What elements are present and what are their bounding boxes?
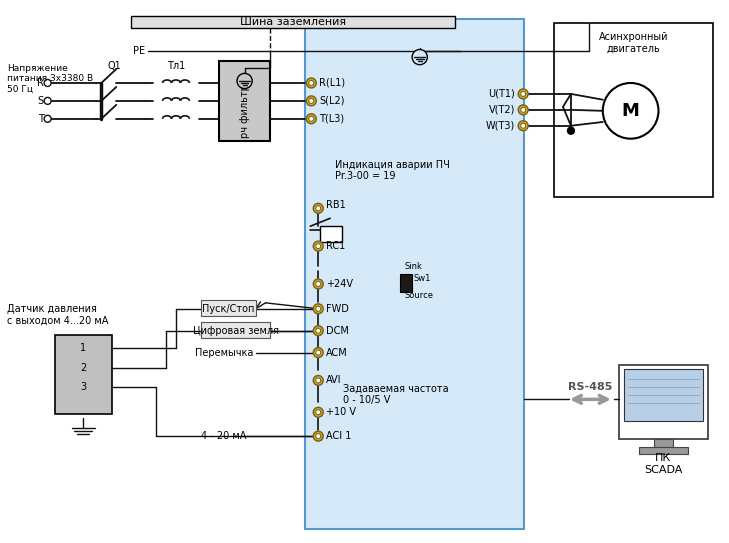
Circle shape	[316, 206, 321, 211]
Circle shape	[237, 73, 252, 89]
Bar	[55, 334, 112, 414]
Circle shape	[316, 410, 321, 415]
Text: 4 - 20 мА: 4 - 20 мА	[201, 431, 246, 441]
Text: Source: Source	[405, 292, 434, 300]
Text: 1: 1	[80, 343, 87, 352]
Circle shape	[44, 97, 51, 104]
Text: R: R	[36, 78, 44, 88]
Circle shape	[518, 105, 528, 115]
Circle shape	[313, 348, 323, 357]
Text: DCM: DCM	[326, 326, 349, 336]
Bar	[219, 61, 270, 141]
Bar	[554, 23, 713, 198]
Text: Перемычка: Перемычка	[195, 348, 254, 358]
Circle shape	[412, 49, 427, 65]
Circle shape	[313, 326, 323, 336]
Circle shape	[313, 279, 323, 289]
Circle shape	[518, 89, 528, 99]
Text: рч фильтр: рч фильтр	[240, 84, 249, 138]
Circle shape	[521, 108, 526, 112]
Text: S: S	[37, 96, 44, 106]
Text: RC1: RC1	[326, 241, 346, 251]
Circle shape	[309, 98, 313, 103]
Bar	[320, 226, 342, 242]
Circle shape	[567, 127, 574, 134]
Text: Асинхронный
двигатель: Асинхронный двигатель	[599, 33, 668, 54]
Circle shape	[316, 244, 321, 249]
Text: Пуск/Стоп: Пуск/Стоп	[201, 304, 254, 314]
Text: Задаваемая частота
0 - 10/5 V: Задаваемая частота 0 - 10/5 V	[343, 383, 449, 405]
Text: T: T	[38, 114, 44, 124]
Text: FWD: FWD	[326, 304, 349, 314]
Text: ACM: ACM	[326, 348, 348, 358]
Circle shape	[313, 241, 323, 251]
Text: T(L3): T(L3)	[319, 114, 344, 124]
Circle shape	[316, 350, 321, 355]
Text: AVI: AVI	[326, 375, 342, 386]
Circle shape	[603, 83, 658, 138]
Text: Напряжение
питания 3х3380 В
50 Гц: Напряжение питания 3х3380 В 50 Гц	[7, 64, 93, 94]
Bar	[619, 364, 709, 439]
Text: Sw1: Sw1	[414, 274, 431, 283]
Text: S(L2): S(L2)	[319, 96, 345, 106]
Bar	[201, 322, 270, 338]
Circle shape	[306, 78, 316, 88]
Circle shape	[313, 203, 323, 213]
Text: M: M	[622, 102, 639, 120]
Circle shape	[316, 434, 321, 439]
Circle shape	[306, 114, 316, 124]
Text: Tл1: Tл1	[167, 61, 185, 71]
Text: V(T2): V(T2)	[489, 105, 515, 115]
Circle shape	[521, 123, 526, 128]
Circle shape	[309, 116, 313, 121]
Text: U(T1): U(T1)	[488, 89, 515, 99]
Text: ПК
SCADA: ПК SCADA	[644, 453, 682, 475]
Text: Sink: Sink	[405, 262, 423, 270]
Text: W(T3): W(T3)	[486, 121, 515, 131]
Text: Датчик давления
с выходом 4...20 мА: Датчик давления с выходом 4...20 мА	[7, 304, 108, 326]
Text: Q1: Q1	[107, 61, 121, 71]
Circle shape	[313, 375, 323, 386]
Text: Цифровая земля: Цифровая земля	[192, 326, 278, 336]
Circle shape	[316, 281, 321, 286]
Text: 2: 2	[80, 363, 87, 372]
Text: Шина заземления: Шина заземления	[240, 17, 346, 27]
Bar	[624, 369, 703, 421]
Text: ACI 1: ACI 1	[326, 431, 351, 441]
Circle shape	[316, 378, 321, 383]
Text: 3: 3	[80, 382, 87, 393]
Circle shape	[316, 328, 321, 333]
Circle shape	[518, 121, 528, 131]
Bar	[399, 274, 412, 292]
Bar	[201, 300, 256, 316]
Circle shape	[316, 306, 321, 311]
Bar	[305, 20, 524, 529]
Circle shape	[313, 304, 323, 314]
Text: +24V: +24V	[326, 279, 353, 289]
Text: RS-485: RS-485	[568, 382, 612, 393]
Circle shape	[44, 79, 51, 86]
Circle shape	[313, 407, 323, 417]
Circle shape	[521, 91, 526, 97]
Bar	[131, 16, 455, 28]
Text: R(L1): R(L1)	[319, 78, 346, 88]
Text: RB1: RB1	[326, 200, 346, 210]
Circle shape	[309, 80, 313, 85]
Circle shape	[306, 96, 316, 106]
Text: PE: PE	[133, 46, 145, 56]
Bar	[653, 439, 674, 447]
Text: Индикация аварии ПЧ
Pr.3-00 = 19: Индикация аварии ПЧ Pr.3-00 = 19	[335, 160, 450, 181]
Text: +10 V: +10 V	[326, 407, 356, 417]
Bar	[639, 447, 688, 454]
Circle shape	[313, 431, 323, 441]
Circle shape	[44, 115, 51, 122]
